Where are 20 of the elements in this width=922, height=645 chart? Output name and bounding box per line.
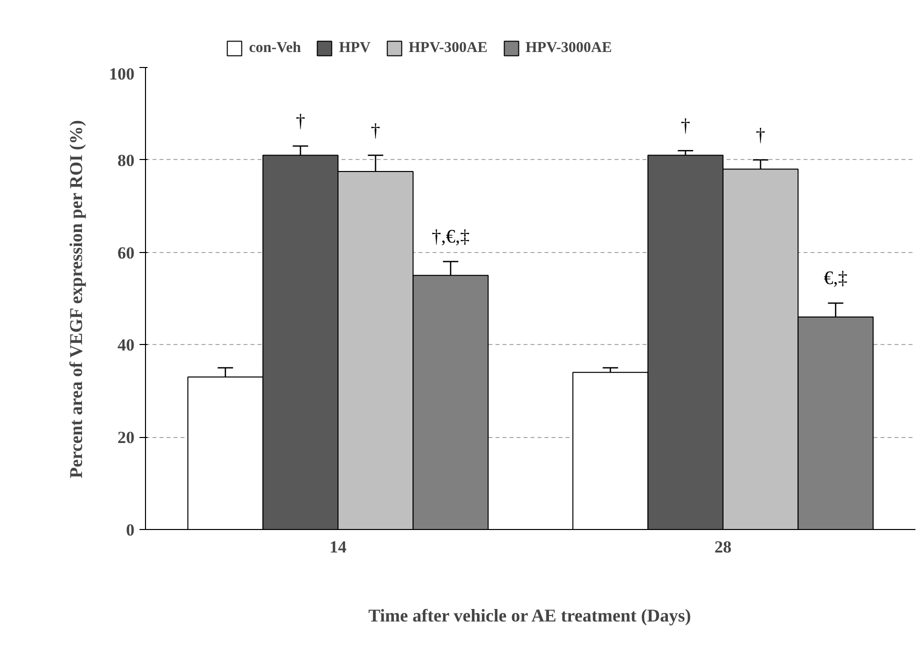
y-tick-label: 60: [118, 243, 134, 262]
legend-label: HPV-3000AE: [526, 40, 612, 56]
data-label: †: [296, 111, 306, 132]
y-tick-label: 80: [118, 150, 134, 170]
legend-label: HPV: [338, 40, 371, 56]
legend-label: con-Veh: [249, 40, 301, 56]
x-axis-title: Time after vehicle or AE treatment (Days): [368, 606, 691, 626]
data-label: †,€,‡: [432, 226, 470, 248]
data-label: †: [680, 116, 690, 137]
x-tick-label: 14: [330, 538, 347, 556]
y-tick-label: 20: [118, 428, 134, 448]
data-label: €,‡: [824, 268, 848, 290]
data-label: †: [370, 120, 380, 142]
x-tick-label: 28: [714, 538, 732, 556]
y-tick-label: 0: [126, 520, 134, 540]
y-tick-label: 40: [118, 336, 134, 355]
data-label: †: [756, 124, 766, 146]
y-axis-title: Percent area of VEGF expression per ROI (%): [66, 120, 86, 478]
legend-label: HPV-300AE: [408, 40, 488, 56]
y-tick-label: 100: [109, 64, 134, 84]
